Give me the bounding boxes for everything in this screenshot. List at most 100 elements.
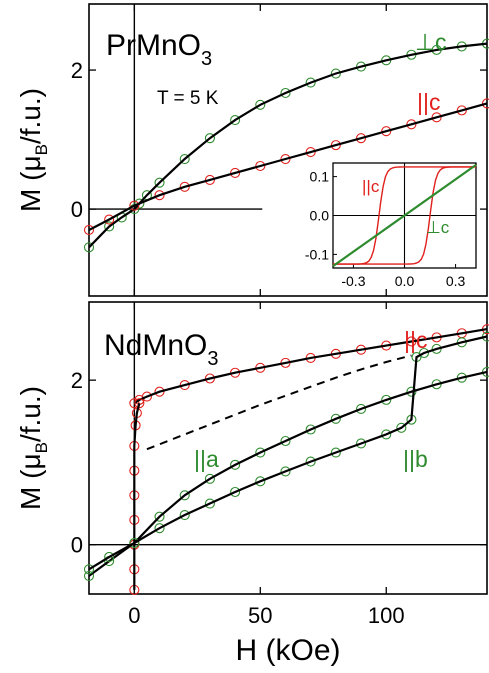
inset-x-tick-label: 0.0 (395, 273, 415, 289)
bottom-fit-line (133, 402, 141, 590)
bottom-green-marker (154, 523, 165, 534)
bottom-green-marker (431, 343, 442, 354)
top-panel-frame (88, 3, 488, 297)
bottom-red-marker (141, 391, 152, 402)
label-bottom-parallel-a: ||a (194, 446, 219, 472)
top-red-marker (179, 181, 190, 192)
bottom-green-marker (104, 551, 115, 563)
bottom-green-marker (305, 424, 316, 435)
top-red-marker (356, 133, 367, 144)
bottom-panel-plot: 0 50 100 0 2 (71, 302, 489, 628)
bottom-green-marker (255, 476, 266, 487)
bottom-y-tick-label: 2 (71, 368, 83, 393)
bottom-green-marker (280, 466, 291, 477)
inset-y-tick-label: 0.0 (310, 208, 330, 224)
bottom-green-marker (230, 459, 241, 470)
x-axis-label: H (kOe) (236, 634, 341, 667)
bottom-green-marker (230, 486, 241, 498)
inset-x-tick-label: -0.3 (341, 273, 365, 289)
bottom-x-tick-label: 0 (128, 603, 140, 628)
inset-y-tick-label: -0.1 (305, 246, 329, 262)
top-green-marker (104, 221, 115, 232)
bottom-fit-line (88, 335, 488, 571)
bottom-dashed-curve (146, 354, 412, 451)
bottom-fit-line (88, 370, 488, 577)
temperature-annotation: T = 5 K (157, 88, 219, 109)
bottom-red-marker (154, 386, 165, 397)
bottom-green-marker (418, 347, 430, 359)
bottom-red-marker (179, 380, 190, 391)
top-red-marker (406, 119, 417, 130)
top-y-tick-label: 0 (71, 197, 83, 222)
top-y-axis-label: M (μB/f.u.) (15, 88, 51, 212)
inset-perp-c-line (332, 164, 477, 267)
top-red-marker (431, 112, 442, 123)
bottom-green-marker (381, 394, 392, 405)
bottom-green-marker (431, 379, 442, 390)
bottom-fit-line (133, 328, 488, 405)
top-fit-line (88, 42, 488, 249)
bottom-green-marker (179, 509, 190, 521)
bottom-green-marker (255, 447, 266, 458)
top-red-marker (129, 200, 140, 211)
top-fit-line (88, 102, 488, 231)
top-green-marker (204, 133, 215, 144)
top-red-marker (83, 224, 95, 236)
inset-plot: -0.3 0.0 0.3 0.1 0.0 -0.1 (305, 162, 477, 289)
bottom-green-marker (396, 422, 407, 433)
bottom-green-marker (129, 537, 140, 549)
bottom-green-marker (406, 386, 417, 397)
bottom-green-marker (381, 429, 392, 440)
top-green-marker (230, 115, 241, 126)
top-red-marker (280, 153, 291, 165)
bottom-y-tick-label: 0 (71, 533, 83, 558)
bottom-green-marker (305, 456, 316, 467)
label-top-parallel-c: ||c (417, 89, 440, 115)
bottom-x-tick-label: 100 (368, 603, 405, 628)
inset-x-tick-label: 0.3 (446, 273, 466, 289)
top-green-marker (280, 87, 291, 99)
top-red-marker (381, 126, 392, 137)
bottom-green-marker (280, 435, 291, 447)
top-green-marker (154, 177, 165, 188)
bottom-y-axis-label: M (μB/f.u.) (15, 386, 51, 510)
bottom-green-marker (204, 498, 215, 509)
top-red-marker (481, 98, 489, 109)
top-panel-plot: 02 (71, 4, 489, 296)
inset-loop-branch-down (333, 166, 476, 265)
inset-y-tick-label: 0.1 (310, 169, 330, 185)
bottom-green-marker (154, 511, 165, 522)
top-green-marker (134, 198, 145, 209)
inset-label-perp-c: ⊥c (426, 218, 450, 237)
top-y-tick-label: 2 (71, 58, 83, 83)
top-green-marker (255, 99, 266, 110)
top-panel-title: PrMnO3 (106, 29, 212, 70)
top-red-marker (330, 140, 341, 151)
label-bottom-parallel-c: ||c (404, 327, 427, 353)
top-red-marker (255, 160, 266, 172)
top-red-marker (104, 214, 115, 225)
bottom-green-marker (330, 447, 341, 458)
top-red-marker (456, 105, 467, 116)
top-red-marker (305, 147, 316, 158)
bottom-green-marker (83, 564, 95, 575)
bottom-green-marker (356, 438, 367, 449)
top-red-marker (154, 190, 165, 201)
top-green-marker (305, 77, 316, 88)
bottom-green-marker (179, 490, 190, 501)
bottom-green-marker (330, 413, 341, 424)
bottom-panel-title: NdMnO3 (104, 329, 218, 370)
bottom-green-marker (204, 473, 215, 484)
top-red-marker (230, 167, 241, 178)
bottom-panel-frame (88, 301, 488, 595)
inset-label-parallel-c: ||c (362, 177, 380, 196)
bottom-green-marker (356, 403, 367, 414)
top-green-marker (330, 68, 341, 79)
bottom-x-tick-label: 50 (248, 603, 272, 628)
label-top-perp-c: ⊥c (415, 29, 447, 55)
top-green-marker (83, 242, 95, 253)
label-bottom-parallel-b: ||b (403, 446, 428, 472)
bottom-green-marker (83, 570, 95, 581)
top-green-marker (179, 153, 190, 165)
